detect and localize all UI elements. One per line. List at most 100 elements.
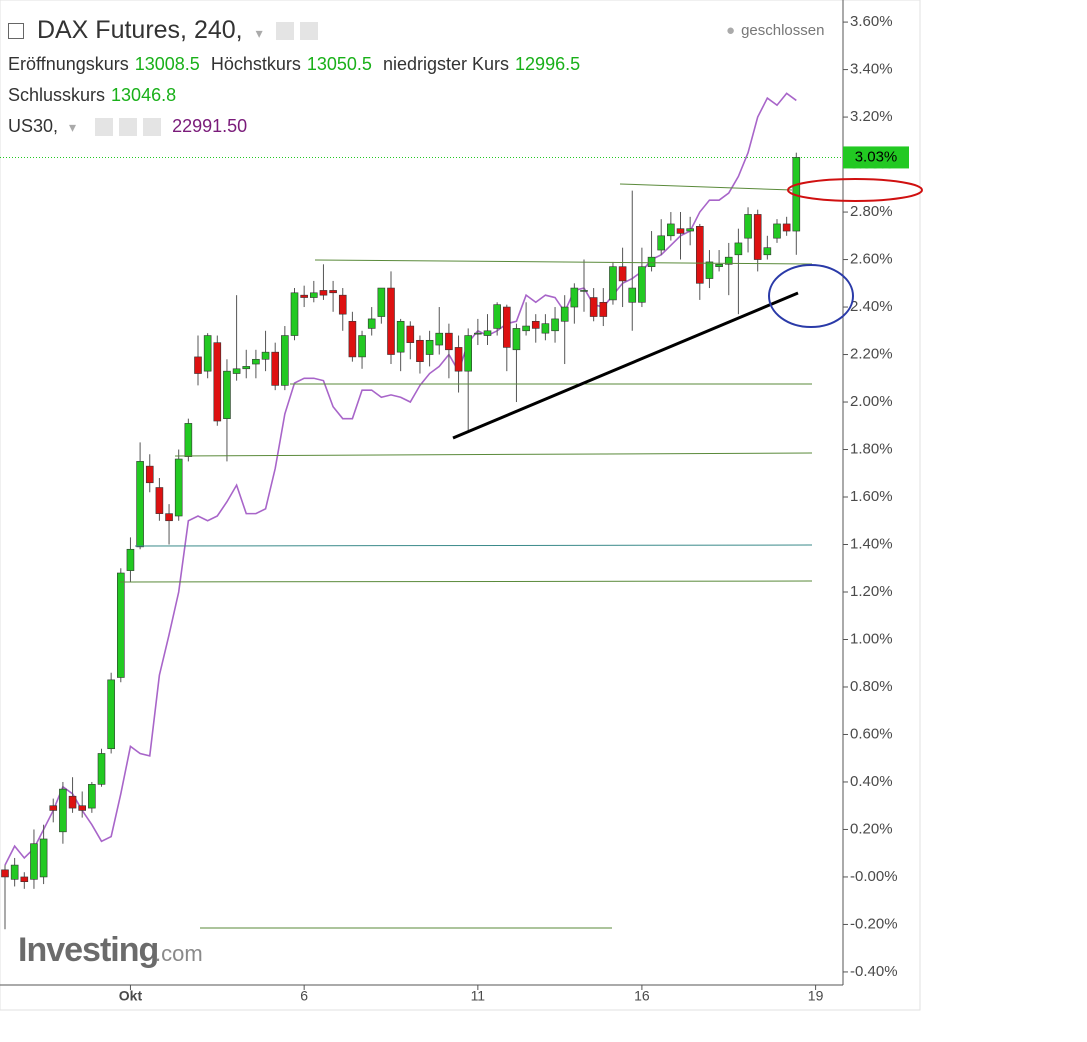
candle-body xyxy=(367,318,376,329)
logo-suffix: .com xyxy=(155,941,203,966)
low-value: 12996.5 xyxy=(515,54,581,74)
candle-body xyxy=(300,294,308,298)
candle-body xyxy=(97,753,106,785)
candle-body xyxy=(78,805,86,811)
candle-body xyxy=(512,328,521,351)
highlight-ellipse xyxy=(787,178,923,202)
candle-body xyxy=(319,290,328,296)
candle-body xyxy=(483,330,492,336)
candle-body xyxy=(628,287,637,303)
candle-body xyxy=(618,266,627,282)
candle-body xyxy=(502,306,511,348)
y-tick-label: 1.80% xyxy=(850,440,893,457)
status-dot: ● xyxy=(726,22,736,39)
y-tick-label: 1.40% xyxy=(850,535,893,552)
candle-body xyxy=(261,351,270,360)
candle-body xyxy=(184,423,193,457)
candle-body xyxy=(570,287,579,308)
candle-body xyxy=(744,214,752,239)
candle-body xyxy=(638,266,646,303)
candle-body xyxy=(155,487,164,514)
candle-body xyxy=(20,876,29,883)
candle-body xyxy=(435,332,444,346)
candle-body xyxy=(338,294,347,315)
candle-body xyxy=(551,318,559,332)
y-tick-label: -0.00% xyxy=(850,868,898,885)
price-tag: 3.03% xyxy=(855,148,898,165)
candle-body xyxy=(763,247,772,256)
candle-body xyxy=(416,339,424,362)
x-tick-label: 16 xyxy=(634,988,650,1004)
candle-body xyxy=(734,242,743,256)
support-line xyxy=(619,183,793,191)
candle-body xyxy=(406,325,415,343)
candle-body xyxy=(232,368,241,374)
candle-body xyxy=(522,325,530,332)
candle-body xyxy=(782,223,791,232)
candle-body xyxy=(609,266,617,301)
candle-body xyxy=(107,679,115,750)
eye-icon[interactable] xyxy=(95,118,114,137)
candle-body xyxy=(145,465,154,484)
candle-body xyxy=(695,226,704,284)
x-tick-label: 6 xyxy=(300,988,308,1004)
candle-body xyxy=(290,292,299,336)
candle-body xyxy=(705,261,714,279)
candle-body xyxy=(309,292,318,298)
candle-body xyxy=(194,356,202,374)
candle-body xyxy=(715,263,723,267)
y-tick-label: 1.20% xyxy=(850,583,893,600)
candle-body xyxy=(242,366,251,370)
candle-body xyxy=(464,335,473,372)
candle-body xyxy=(425,339,434,355)
candle-body xyxy=(10,864,19,880)
y-tick-label: 2.40% xyxy=(850,298,893,315)
candle-body xyxy=(686,228,694,232)
candle-body xyxy=(348,320,357,358)
y-tick-label: -0.20% xyxy=(850,915,898,932)
candle-body xyxy=(580,290,588,292)
candle-body xyxy=(329,290,337,294)
support-line xyxy=(174,452,813,457)
ohlc-row: Eröffnungskurs 13008.5 Höchstkurs 13050.5 … xyxy=(8,54,586,75)
gear-icon[interactable] xyxy=(119,118,138,137)
candle-body xyxy=(213,342,222,422)
y-tick-label: 2.20% xyxy=(850,346,893,363)
candle-body xyxy=(454,347,463,372)
candle-body xyxy=(49,805,58,811)
dropdown[interactable]: ▾ xyxy=(255,25,263,41)
candle-body xyxy=(68,795,77,809)
overlay-value: 22991.50 xyxy=(172,116,248,136)
candle-body xyxy=(281,335,289,386)
y-tick-label: -0.40% xyxy=(850,963,898,980)
x-tick-label: Okt xyxy=(119,988,143,1004)
y-tick-label: 1.60% xyxy=(850,488,893,505)
close-icon[interactable] xyxy=(143,118,162,137)
y-tick-label: 2.00% xyxy=(850,393,893,410)
candle-body xyxy=(174,458,183,517)
candle-body xyxy=(252,358,260,365)
y-tick-label: 0.80% xyxy=(850,678,893,695)
eye-icon[interactable] xyxy=(275,22,294,41)
candle-body xyxy=(377,287,386,317)
y-tick-label: 3.20% xyxy=(850,108,893,125)
status: ● geschlossen xyxy=(726,22,830,39)
candle-body xyxy=(474,332,482,335)
candle-body xyxy=(396,320,405,353)
y-tick-label: 3.40% xyxy=(850,61,893,78)
candle-body xyxy=(531,320,540,329)
gear-icon[interactable] xyxy=(299,22,318,41)
support-line xyxy=(119,580,813,583)
candle-body xyxy=(445,332,453,351)
collapse-icon[interactable] xyxy=(8,23,24,40)
close-row: Schlusskurs 13046.8 xyxy=(8,85,182,106)
dropdown[interactable]: ▾ xyxy=(69,119,77,135)
highlight-ellipse xyxy=(768,264,854,328)
candle-body xyxy=(560,306,569,322)
candle-body xyxy=(667,223,675,237)
low-label: niedrigster Kurs xyxy=(382,54,510,74)
candle-body xyxy=(223,370,231,419)
candle-body xyxy=(1,869,9,878)
y-tick-label: 3.60% xyxy=(850,13,893,30)
